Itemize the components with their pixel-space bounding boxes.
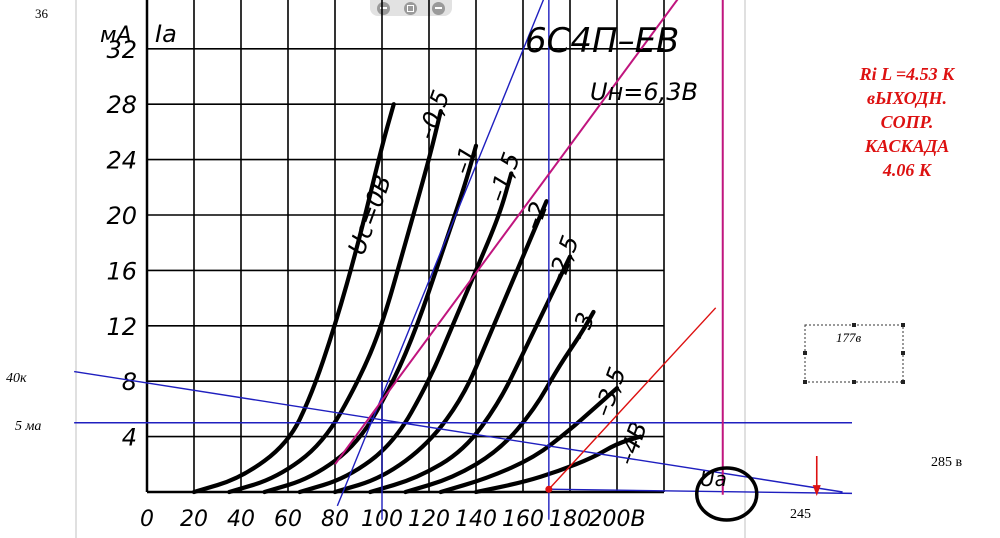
x-axis-label: Uа — [700, 467, 727, 491]
magenta-diagonal — [334, 0, 679, 465]
chart-title: 6С4П–ЕВ — [525, 21, 679, 61]
curve-4 — [332, 199, 549, 495]
label-285v: 285 в — [931, 455, 963, 470]
ri-line-2: вЫХОДН. — [867, 88, 947, 108]
x-tick-label: 200В — [588, 507, 645, 532]
ri-line-5: 4.06 К — [882, 160, 933, 180]
y-tick-label: 20 — [106, 202, 137, 230]
ri-line-4: КАСКАДА — [864, 136, 950, 156]
fit-icon — [407, 4, 415, 12]
curve-2 — [262, 143, 479, 495]
x-tick-label: 120 — [408, 507, 450, 532]
curve-label: –0,5 — [412, 86, 455, 143]
curve-6 — [403, 309, 596, 495]
y-axis-label: Iа — [155, 20, 177, 48]
ri-annotation: Ri L =4.53 К вЫХОДН. СОПР. КАСКАДА 4.06 … — [859, 64, 957, 180]
baseline-285 — [548, 488, 853, 495]
tube-curves: Uс=0В–0,5–1 –1,5–2–2,5–3–3,5–4В — [191, 86, 653, 495]
label-5ma: 5 ма — [15, 419, 41, 434]
resize-handle-br[interactable] — [901, 380, 905, 384]
selection-box[interactable] — [803, 323, 905, 384]
curve-label: –3,5 — [588, 363, 631, 420]
marker-circle-245 — [695, 466, 759, 522]
chart-subtitle: Uн=6,3В — [590, 78, 698, 106]
x-tick-label: 0 — [140, 507, 154, 532]
x-tick-label: 80 — [321, 507, 349, 532]
resize-handle-bl[interactable] — [803, 380, 807, 384]
x-tick-label: 20 — [180, 507, 208, 532]
zoom-in-button[interactable] — [431, 1, 445, 15]
resize-handle-tr[interactable] — [901, 323, 905, 327]
plus-icon — [434, 7, 442, 9]
blue-tangent-line — [336, 0, 545, 507]
chart-labels: мА Iа 6С4П–ЕВ Uн=6,3В Uа 36 40к 5 ма 285… — [6, 6, 963, 522]
image-toolbar — [370, 0, 452, 16]
red-line-to-177 — [548, 307, 717, 490]
resize-handle-bm[interactable] — [852, 380, 856, 384]
curve-label: –1,5 — [483, 149, 526, 206]
label-177v: 177в — [836, 330, 862, 345]
x-tick-label: 140 — [455, 507, 497, 532]
label-40k: 40к — [6, 371, 27, 386]
curve-8 — [473, 434, 643, 495]
resize-handle-mr[interactable] — [901, 351, 905, 355]
ri-line-3: СОПР. — [881, 112, 934, 132]
x-tick-label: 180 — [549, 507, 591, 532]
resize-handle-tm[interactable] — [852, 323, 856, 327]
curve-0 — [191, 102, 396, 495]
operating-point-dot — [545, 485, 553, 493]
zoom-out-button[interactable] — [377, 1, 391, 15]
y-tick-label: 16 — [106, 257, 137, 285]
y-tick-label: 32 — [106, 36, 137, 64]
label-36: 36 — [35, 6, 49, 21]
ri-line-1: Ri L =4.53 К — [859, 64, 957, 84]
fit-button[interactable] — [404, 1, 418, 15]
curve-5 — [368, 254, 573, 495]
y-tick-label: 4 — [122, 424, 137, 452]
y-tick-label: 24 — [106, 147, 137, 175]
y-tick-label: 12 — [106, 313, 137, 341]
curve-7 — [438, 386, 620, 495]
curve-3 — [297, 171, 514, 495]
arrow-285-head — [812, 485, 821, 496]
label-245: 245 — [790, 507, 811, 522]
x-tick-label: 160 — [502, 507, 544, 532]
x-tick-label: 40 — [227, 507, 255, 532]
y-tick-label: 8 — [122, 368, 137, 396]
x-tick-label: 60 — [274, 507, 302, 532]
y-unit-label: мА — [100, 23, 132, 48]
minus-icon — [380, 7, 388, 9]
analysis-overlays — [74, 0, 853, 522]
y-tick-label: 28 — [106, 91, 137, 119]
curve-label: –2,5 — [541, 232, 584, 289]
curve-1 — [227, 109, 443, 495]
resize-handle-ml[interactable] — [803, 351, 807, 355]
